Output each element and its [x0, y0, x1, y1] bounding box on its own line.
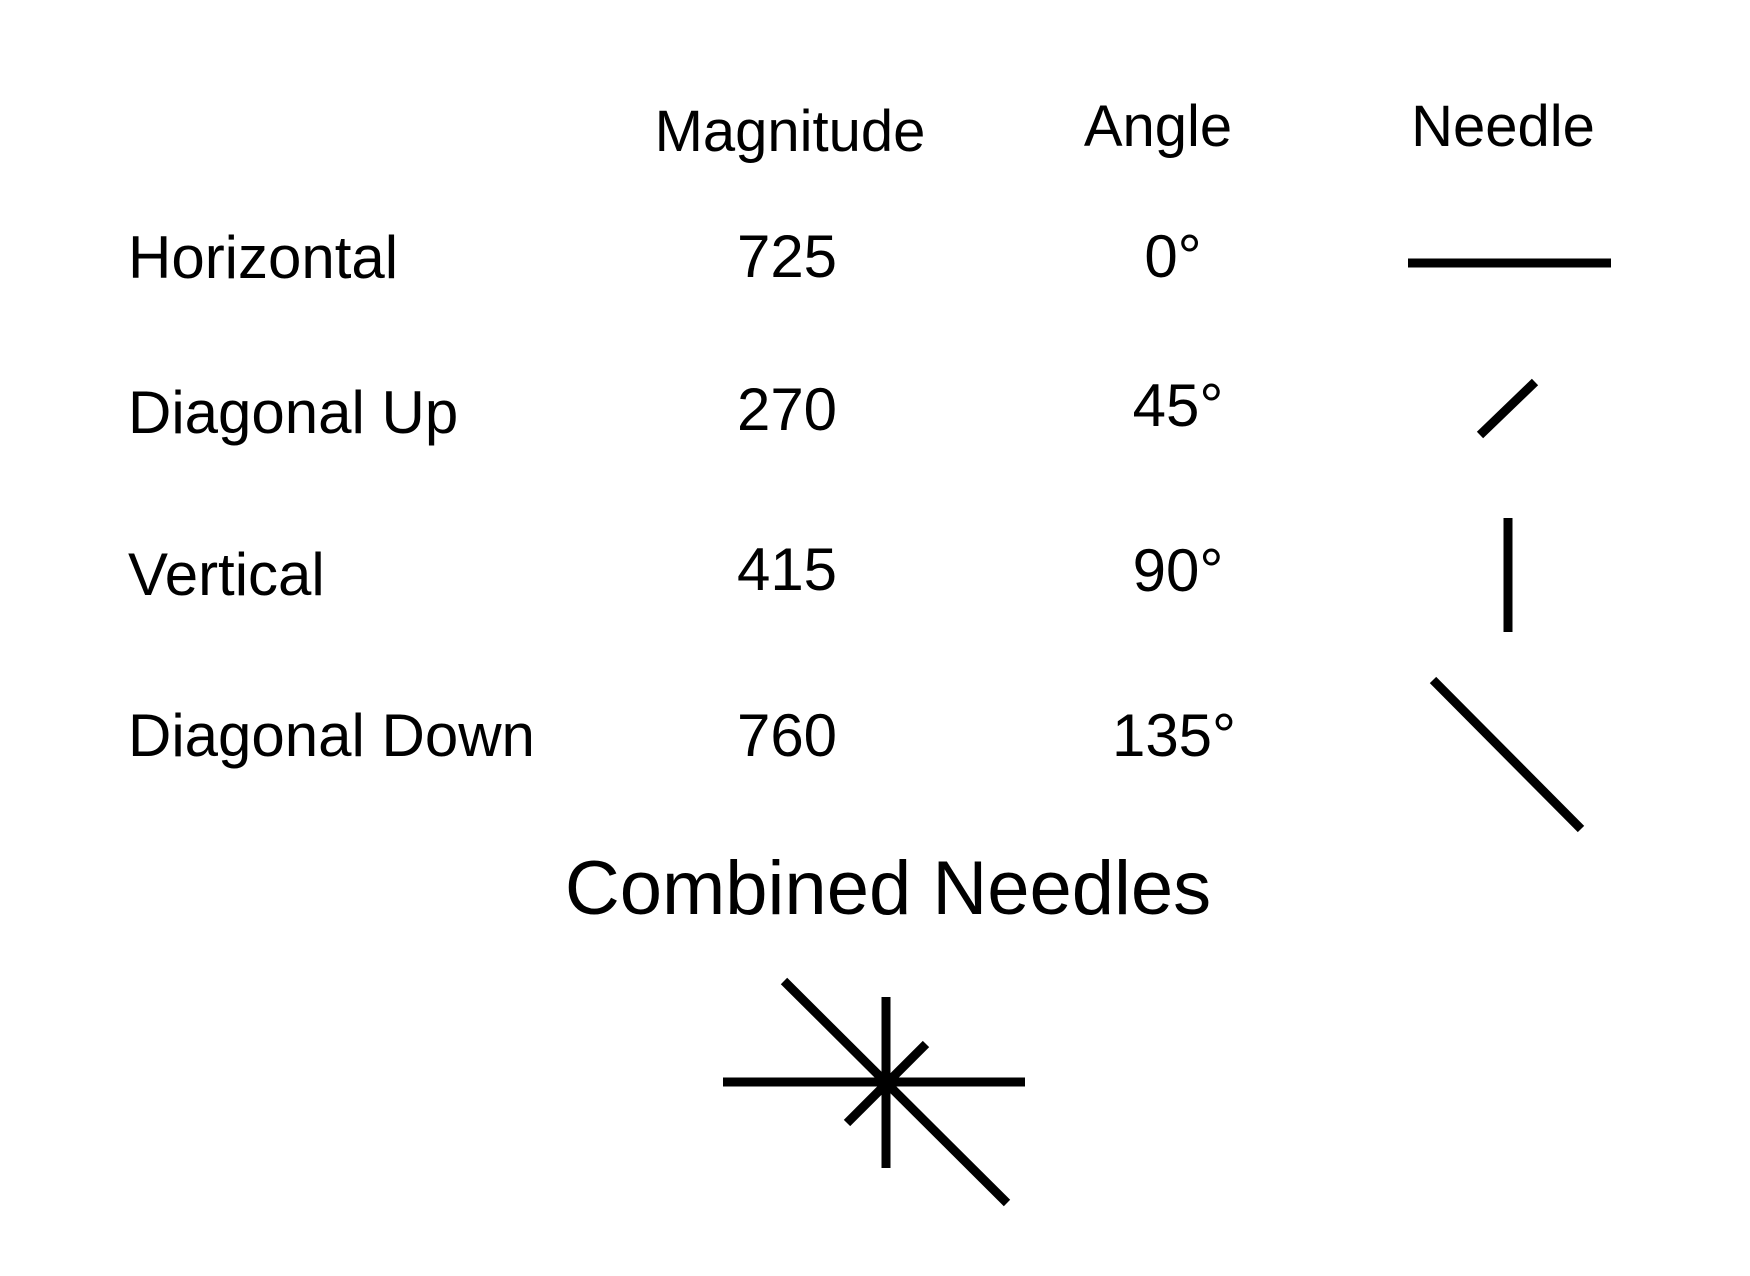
row-magnitude-diagonal-up: 270 — [736, 376, 838, 443]
row-label-diagonal-up: Diagonal Up — [128, 379, 459, 446]
row-label-vertical: Vertical — [128, 541, 325, 608]
row-angle-diagonal-up: 45° — [1132, 372, 1224, 439]
needle-diagonal-up — [1476, 378, 1539, 439]
row-magnitude-vertical: 415 — [736, 536, 838, 603]
combined-needles-symbol — [723, 977, 1025, 1207]
row-magnitude-diagonal-down: 760 — [736, 702, 838, 769]
header-angle: Angle — [1083, 94, 1233, 159]
row-angle-horizontal: 0° — [1144, 223, 1202, 290]
header-magnitude: Magnitude — [654, 99, 926, 164]
combined-needles-title: Combined Needles — [564, 846, 1212, 931]
row-label-diagonal-down: Diagonal Down — [128, 702, 535, 769]
row-angle-diagonal-down: 135° — [1111, 702, 1237, 769]
combined-diagonal-down-needle — [780, 977, 1011, 1207]
header-needle: Needle — [1411, 94, 1595, 159]
row-angle-vertical: 90° — [1132, 537, 1224, 604]
needle-diagonal-down — [1429, 676, 1585, 833]
row-label-horizontal: Horizontal — [128, 224, 399, 291]
row-magnitude-horizontal: 725 — [736, 223, 838, 290]
